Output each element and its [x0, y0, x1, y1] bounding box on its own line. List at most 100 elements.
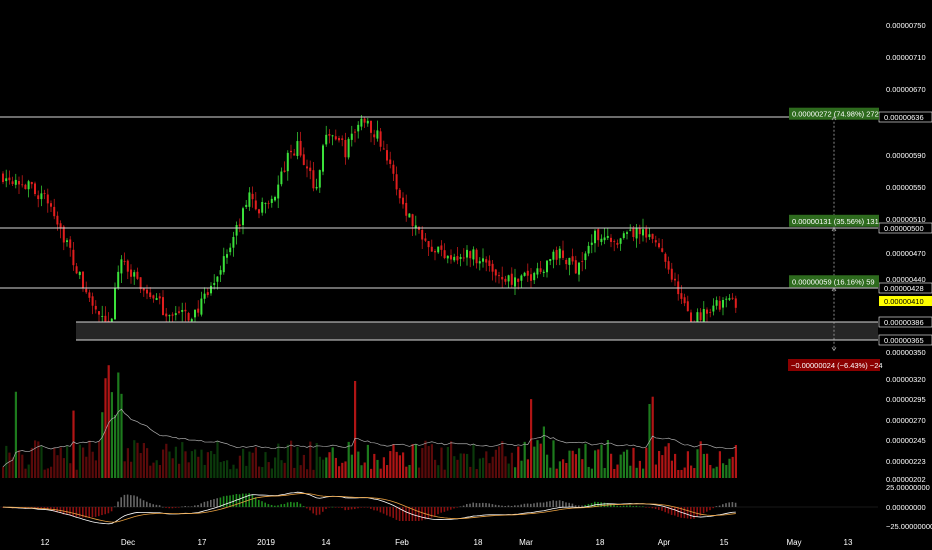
- oscillator-histogram-bar: [562, 501, 564, 507]
- candle-body: [165, 313, 168, 317]
- volume-bar: [686, 451, 689, 478]
- volume-bar: [94, 460, 97, 478]
- candle-body: [462, 257, 465, 259]
- oscillator-histogram-bar: [379, 507, 382, 513]
- volume-bar: [219, 462, 222, 478]
- volume-bar: [216, 440, 219, 478]
- oscillator-histogram-bar: [226, 495, 228, 507]
- oscillator-histogram-bar: [722, 504, 724, 507]
- volume-bar: [350, 454, 353, 478]
- candle-body: [261, 202, 264, 213]
- oscillator-histogram-bar: [510, 505, 513, 507]
- oscillator-histogram-bar: [264, 502, 266, 507]
- volume-bar: [664, 446, 667, 478]
- candle-body: [229, 247, 232, 253]
- oscillator-histogram-bar: [251, 494, 254, 507]
- oscillator-histogram-bar: [203, 501, 206, 507]
- volume-bar: [590, 468, 593, 478]
- candle-body: [443, 250, 446, 259]
- volume-bar: [34, 440, 37, 478]
- volume-bar: [222, 461, 225, 478]
- volume-bar: [475, 469, 478, 478]
- candle-body: [373, 134, 376, 138]
- candle-body: [523, 272, 526, 276]
- volume-bar: [18, 450, 21, 478]
- level-price-label-box: [878, 282, 932, 294]
- time-tick-label: Feb: [395, 538, 409, 547]
- time-tick-label: 15: [720, 538, 729, 547]
- volume-bar: [424, 440, 427, 478]
- candle-body: [488, 260, 491, 266]
- oscillator-histogram-bar: [635, 505, 638, 507]
- volume-bar: [315, 443, 318, 478]
- volume-bar: [306, 469, 309, 478]
- candle-body: [440, 245, 443, 250]
- volume-bar: [680, 469, 683, 478]
- candle-body: [194, 309, 196, 318]
- candle-body: [18, 181, 20, 185]
- oscillator-histogram-bar: [482, 502, 484, 507]
- volume-bar: [584, 443, 587, 478]
- volume-bar: [552, 440, 555, 478]
- volume-bar: [190, 451, 193, 478]
- candle-body: [667, 261, 670, 270]
- oscillator-histogram-bar: [590, 503, 593, 507]
- volume-bar: [331, 447, 334, 478]
- oscillator-histogram-bar: [542, 502, 545, 507]
- volume-bar: [392, 444, 395, 478]
- oscillator-histogram-bar: [325, 507, 327, 510]
- volume-bar: [357, 451, 360, 478]
- candle-body: [603, 237, 606, 241]
- volume-bar: [152, 462, 155, 478]
- oscillator-histogram-bar: [66, 507, 68, 515]
- volume-bar: [722, 463, 725, 478]
- oscillator-histogram-bar: [101, 507, 103, 516]
- candle-body: [114, 287, 116, 320]
- volume-bar: [382, 457, 385, 478]
- volume-bar: [210, 450, 213, 478]
- volume-bar: [235, 468, 238, 478]
- volume-bar: [408, 464, 411, 478]
- candle-body: [610, 237, 612, 242]
- candle-body: [56, 215, 59, 225]
- candle-body: [242, 208, 244, 226]
- support-resistance-levels[interactable]: 0.00000636 0.00000500 0.00000428 0.00000386…: [0, 111, 932, 346]
- volume-bar: [165, 443, 168, 478]
- candle-body: [453, 256, 456, 261]
- oscillator-histogram-bar: [72, 507, 74, 517]
- oscillator-histogram-bar: [558, 500, 561, 507]
- measure-tag-label: 0.00000059 (16.16%) 59: [792, 277, 875, 286]
- volume-bar: [280, 460, 283, 478]
- time-axis[interactable]: 12 Dec 17 2019 14 Feb 18 Mar 18 Apr 15 May 13: [41, 538, 853, 547]
- volume-bar: [130, 461, 133, 478]
- level-price-label-box: [878, 222, 932, 234]
- candle-body: [408, 213, 411, 218]
- candle-body: [27, 181, 30, 190]
- candle-body: [530, 274, 532, 281]
- oscillator-histogram-bar: [504, 506, 506, 507]
- volume-bar: [142, 443, 145, 478]
- level-price-label: 0.00000636: [884, 113, 924, 122]
- candle-body: [587, 245, 590, 254]
- volume-bar: [434, 459, 437, 478]
- volume-bar: [72, 410, 75, 478]
- oscillator-histogram-bar: [706, 507, 708, 512]
- oscillator-histogram-bar: [658, 507, 660, 510]
- volume-bar: [270, 468, 273, 478]
- oscillator-histogram-bar: [344, 507, 346, 511]
- oscillator-histogram-bar: [162, 506, 164, 508]
- price-axis[interactable]: 0.00000750 0.00000710 0.00000670 0.00000590…: [879, 21, 932, 357]
- volume-bar: [267, 462, 270, 478]
- candle-body: [734, 298, 737, 308]
- price-range-measure: 0.00000272 (74.98%) 272 0.00000131 (35.56…: [788, 107, 883, 371]
- volume-bar: [27, 464, 30, 478]
- candle-body: [670, 268, 673, 280]
- candle-body: [139, 277, 142, 290]
- oscillator-histogram-bar: [30, 507, 33, 509]
- volume-bar: [181, 442, 184, 478]
- volume-bar: [536, 440, 539, 478]
- oscillator-histogram-bar: [296, 502, 298, 507]
- candle-body: [520, 275, 523, 281]
- oscillator-histogram-bar: [578, 505, 580, 507]
